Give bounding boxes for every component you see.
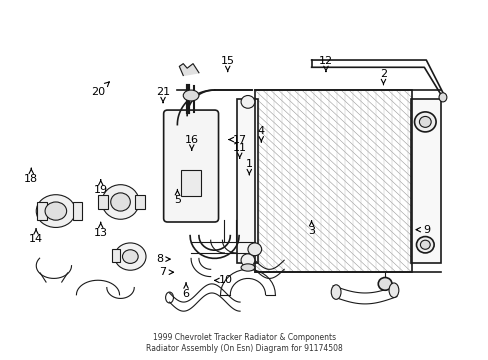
Ellipse shape — [114, 243, 146, 270]
Text: 8: 8 — [156, 254, 170, 264]
Ellipse shape — [247, 243, 261, 256]
Text: 16: 16 — [184, 135, 199, 150]
Text: 12: 12 — [318, 56, 332, 72]
Text: 20: 20 — [91, 82, 109, 97]
Ellipse shape — [241, 254, 254, 267]
FancyBboxPatch shape — [163, 110, 218, 222]
Ellipse shape — [419, 116, 430, 127]
Ellipse shape — [183, 90, 199, 101]
Ellipse shape — [378, 278, 391, 290]
Bar — [254, 90, 411, 272]
Ellipse shape — [416, 237, 433, 253]
Ellipse shape — [241, 264, 254, 271]
Text: 5: 5 — [174, 190, 181, 205]
Text: 10: 10 — [214, 275, 232, 285]
Ellipse shape — [45, 202, 66, 220]
Text: 9: 9 — [415, 225, 429, 235]
Text: 1999 Chevrolet Tracker Radiator & Components
Radiator Assembly (On Esn) Diagram : 1999 Chevrolet Tracker Radiator & Compon… — [146, 333, 342, 353]
Bar — [410, 99, 440, 263]
Text: 4: 4 — [257, 126, 264, 142]
Bar — [37, 202, 47, 220]
Polygon shape — [179, 64, 199, 76]
Text: 3: 3 — [307, 221, 314, 236]
Ellipse shape — [388, 283, 398, 297]
Ellipse shape — [420, 240, 429, 249]
Ellipse shape — [330, 285, 340, 300]
Text: 15: 15 — [220, 56, 234, 72]
Text: 21: 21 — [156, 87, 170, 103]
Bar — [181, 170, 201, 195]
Text: 19: 19 — [94, 180, 107, 195]
Bar — [237, 99, 257, 263]
Bar — [98, 195, 107, 209]
Ellipse shape — [122, 250, 138, 264]
Ellipse shape — [438, 93, 446, 102]
Ellipse shape — [414, 112, 435, 132]
Ellipse shape — [36, 195, 75, 228]
Text: 11: 11 — [232, 143, 246, 158]
Text: 7: 7 — [159, 267, 173, 277]
Ellipse shape — [241, 95, 254, 108]
Ellipse shape — [110, 193, 130, 211]
Text: 2: 2 — [379, 69, 386, 85]
Text: 13: 13 — [94, 222, 107, 238]
Bar — [111, 249, 119, 262]
Text: 1: 1 — [245, 159, 252, 175]
Text: 18: 18 — [24, 168, 38, 184]
Bar — [72, 202, 82, 220]
Text: 6: 6 — [182, 283, 189, 298]
Ellipse shape — [102, 185, 139, 219]
Bar — [135, 195, 145, 209]
Text: 14: 14 — [29, 229, 43, 244]
Text: 17: 17 — [229, 135, 246, 145]
